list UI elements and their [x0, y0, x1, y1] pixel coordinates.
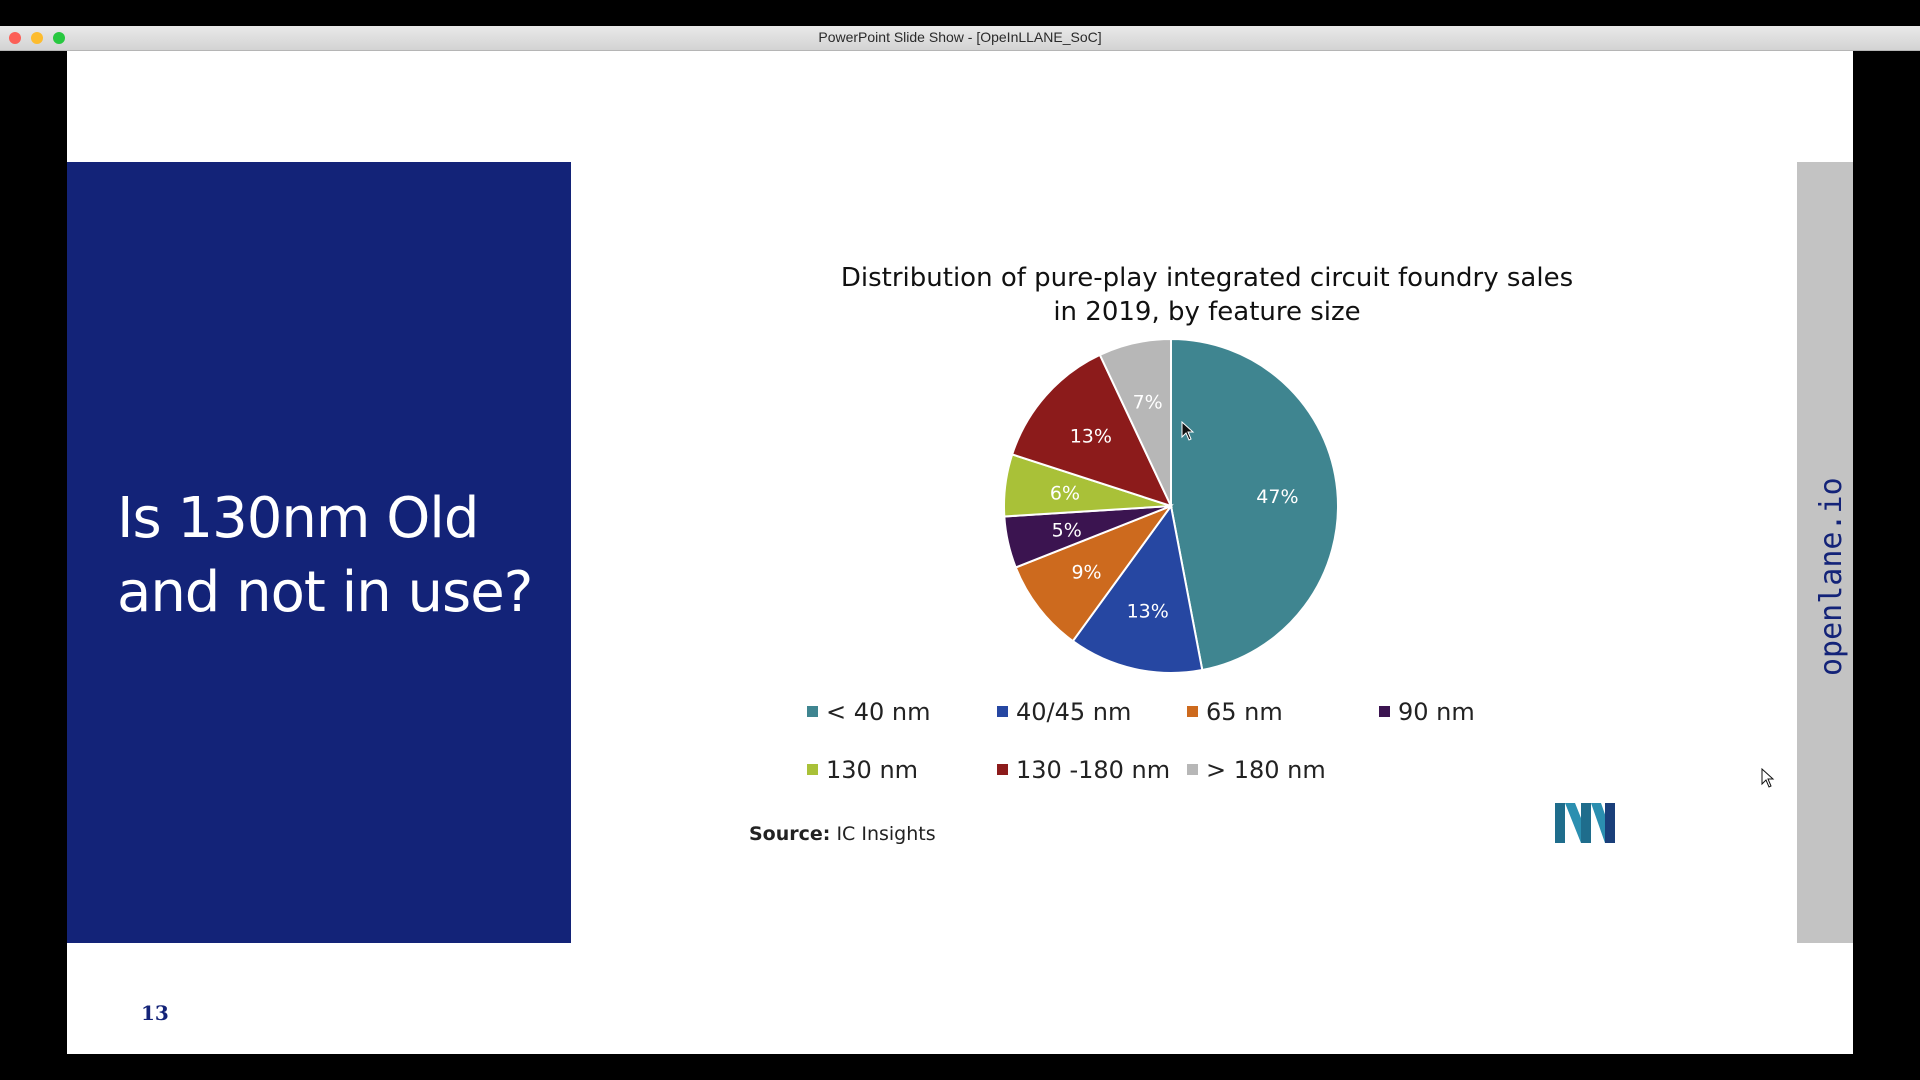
legend-item-0: < 40 nm: [807, 698, 931, 726]
legend-swatch-6: [1187, 764, 1198, 775]
legend-item-5: 130 -180 nm: [997, 756, 1170, 784]
chart-title-line-2: in 2019, by feature size: [1053, 297, 1361, 327]
legend-label-2: 65 nm: [1206, 698, 1283, 726]
legend-item-4: 130 nm: [807, 756, 918, 784]
legend-label-0: < 40 nm: [826, 698, 931, 726]
chart-legend: < 40 nm 40/45 nm 65 nm 90 nm 130 nm 130 -180 …: [807, 698, 1567, 818]
source-value: IC Insights: [836, 823, 936, 845]
pie-chart: 47% 13% 9% 5% 6% 13% 7%: [1003, 337, 1339, 674]
pie-slice-0: [1170, 337, 1339, 672]
pie-slice-2: [1014, 503, 1174, 643]
legend-item-2: 65 nm: [1187, 698, 1283, 726]
close-window-button[interactable]: [9, 32, 21, 44]
legend-swatch-4: [807, 764, 818, 775]
slide-heading-line-2: and not in use?: [117, 560, 533, 625]
legend-label-4: 130 nm: [826, 756, 919, 784]
zoom-window-button[interactable]: [53, 32, 65, 44]
mouse-pointer-icon: [1181, 421, 1195, 441]
pie-slice-label-0: 47%: [1256, 486, 1298, 508]
legend-item-1: 40/45 nm: [997, 698, 1131, 726]
legend-item-6: > 180 nm: [1187, 756, 1326, 784]
page-number: 13: [141, 1001, 169, 1025]
legend-swatch-3: [1379, 706, 1390, 717]
legend-item-3: 90 nm: [1379, 698, 1475, 726]
pie-slice-label-1: 13%: [1127, 600, 1169, 622]
chart-title: Distribution of pure-play integrated cir…: [797, 261, 1617, 329]
source-label: Source:: [749, 823, 831, 845]
legend-label-3: 90 nm: [1398, 698, 1475, 726]
pie-slice-label-4: 6%: [1050, 483, 1080, 505]
slide-heading-line-1: Is 130nm Old: [117, 486, 479, 551]
pie-slice-label-2: 9%: [1071, 562, 1101, 584]
legend-label-6: > 180 nm: [1206, 756, 1326, 784]
chart-title-line-1: Distribution of pure-play integrated cir…: [840, 263, 1574, 293]
slide-heading: Is 130nm Old and not in use?: [117, 482, 557, 630]
legend-label-5: 130 -180 nm: [1016, 756, 1171, 784]
pie-slice-6: [1098, 337, 1172, 507]
legend-swatch-5: [997, 764, 1008, 775]
brand-side-bar: [1797, 162, 1853, 943]
mouse-pointer-icon: [1761, 768, 1775, 788]
window-titlebar: PowerPoint Slide Show - [OpeInLLANE_SoC]: [0, 26, 1920, 51]
pie-slice-label-6: 7%: [1133, 392, 1163, 414]
legend-label-1: 40/45 nm: [1016, 698, 1132, 726]
pie-slice-5: [1010, 353, 1173, 508]
legend-swatch-2: [1187, 706, 1198, 717]
pie-slice-label-5: 13%: [1070, 425, 1112, 447]
title-panel: Is 130nm Old and not in use?: [67, 162, 571, 943]
pie-slice-1: [1071, 503, 1204, 674]
pie-slice-label-3: 5%: [1052, 519, 1082, 541]
chart-source: Source: IC Insights: [749, 823, 936, 845]
legend-swatch-1: [997, 706, 1008, 717]
slide[interactable]: Is 130nm Old and not in use? Distributio…: [67, 51, 1853, 1054]
minimize-window-button[interactable]: [31, 32, 43, 44]
window-title: PowerPoint Slide Show - [OpeInLLANE_SoC]: [818, 29, 1102, 45]
legend-swatch-0: [807, 706, 818, 717]
company-logo: [1555, 803, 1615, 843]
brand-text: openlane.io: [1814, 477, 1849, 676]
